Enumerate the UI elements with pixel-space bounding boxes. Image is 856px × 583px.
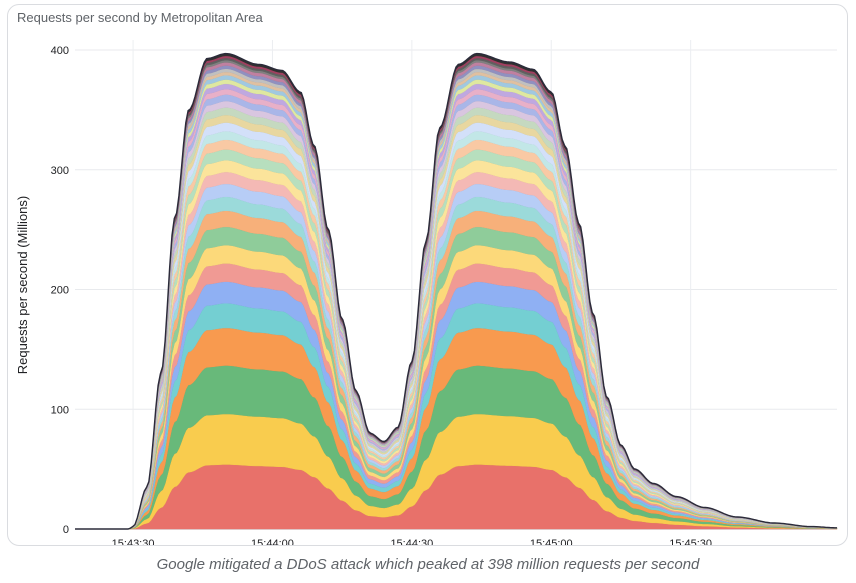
chart-svg: 0 100 200 300 400 15:43:30 15:44:00 15:44:30 15:… [15, 40, 838, 546]
axes: 0 100 200 300 400 15:43:30 15:44:00 15:44:30 15:… [51, 45, 712, 546]
x-tick-label: 15:44:30 [390, 538, 433, 546]
total-line [75, 52, 837, 530]
x-tick-label: 15:44:00 [251, 538, 294, 546]
x-tick-label: 15:45:00 [530, 538, 573, 546]
y-tick-label: 400 [51, 45, 69, 57]
y-tick-label: 300 [51, 165, 69, 177]
stacked-areas [75, 52, 838, 530]
y-tick-label: 0 [63, 524, 69, 536]
y-tick-label: 100 [51, 404, 69, 416]
chart-card: Requests per second by Metropolitan Area… [7, 4, 848, 546]
x-tick-label: 15:45:30 [669, 538, 712, 546]
x-tick-label: 15:43:30 [112, 538, 155, 546]
caption: Google mitigated a DDoS attack which pea… [156, 556, 700, 573]
y-tick-label: 200 [51, 285, 69, 297]
y-axis-title: Requests per second (Millions) [15, 196, 30, 374]
chart-title: Requests per second by Metropolitan Area [17, 10, 263, 25]
